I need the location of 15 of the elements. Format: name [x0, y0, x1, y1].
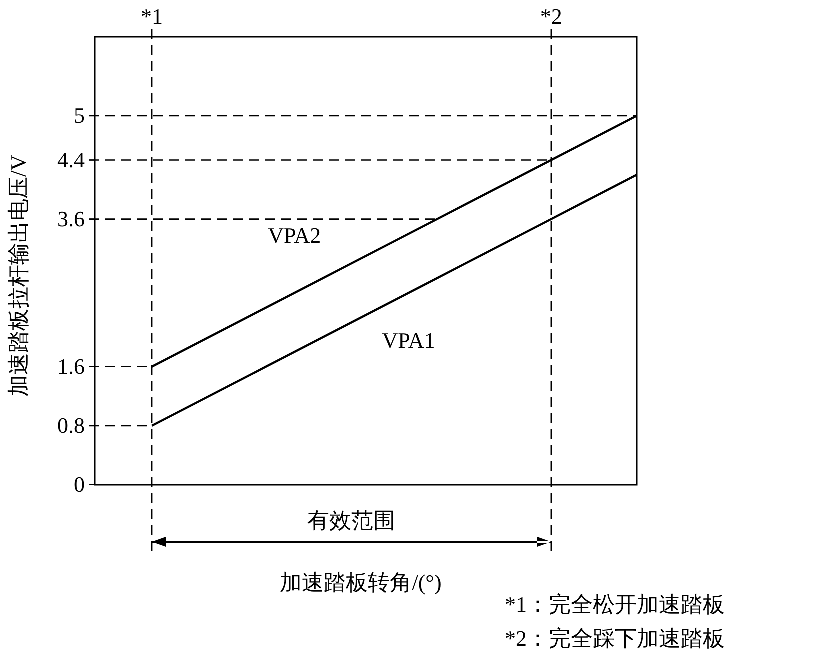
x-axis-title: 加速踏板转角/(°) — [280, 570, 442, 595]
y-axis-title: 加速踏板拉杆输出电压/V — [6, 154, 31, 397]
y-tick-label: 1.6 — [58, 354, 85, 379]
text: 有效范围 — [308, 508, 396, 533]
x-tick-label: *2 — [540, 4, 562, 29]
y-tick-label: 5 — [74, 102, 85, 128]
series-label: VPA1 — [382, 328, 436, 354]
text: *2：完全踩下加速踏板 — [505, 626, 725, 651]
series-label: VPA2 — [268, 223, 322, 248]
y-tick-label: 0 — [74, 472, 85, 497]
text: *1：完全松开加速踏板 — [505, 592, 725, 617]
y-tick-label: 0.8 — [58, 412, 85, 438]
y-tick-label: 4.4 — [58, 147, 85, 172]
y-tick-label: 3.6 — [58, 206, 85, 232]
x-tick-label: *1 — [141, 4, 164, 29]
